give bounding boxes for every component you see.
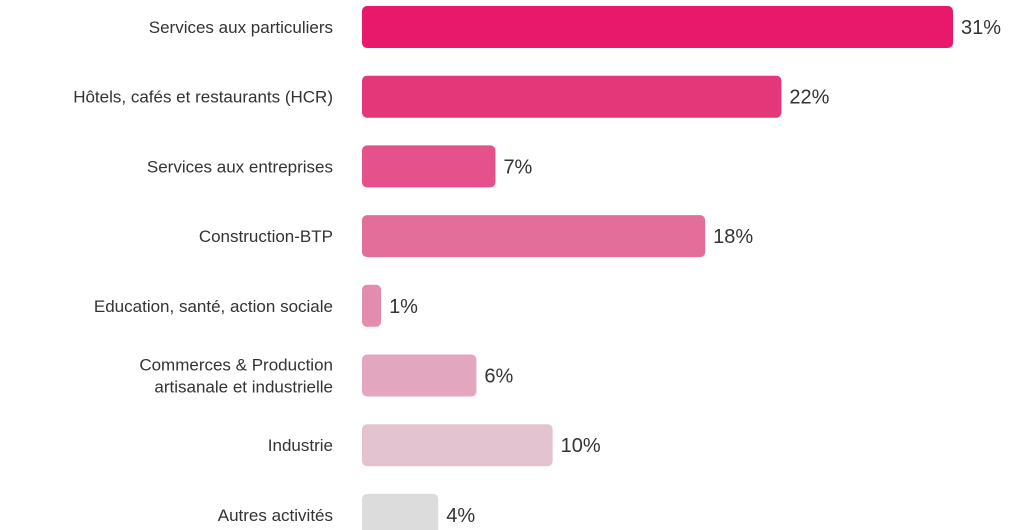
category-label-line: Industrie xyxy=(268,436,333,455)
category-label-line: Commerces & Production xyxy=(139,356,333,375)
value-label: 7% xyxy=(503,156,532,178)
bar xyxy=(362,354,477,397)
category-label: Autres activités xyxy=(218,506,333,525)
bar xyxy=(362,424,553,467)
bar-group-education-sante-action-sociale: Education, santé, action sociale 1% xyxy=(94,284,418,327)
bar xyxy=(362,145,496,188)
bar xyxy=(362,215,706,258)
value-label: 31% xyxy=(961,17,1001,39)
category-label-line: Autres activités xyxy=(218,506,333,525)
category-label-line: artisanale et industrielle xyxy=(154,378,333,397)
value-label: 10% xyxy=(561,435,601,457)
bar-group-commerces-production-artisanale-et-industrielle: Commerces & Production artisanale et indu… xyxy=(139,354,514,397)
category-label: Construction-BTP xyxy=(199,227,333,246)
bar-group-construction-btp: Construction-BTP 18% xyxy=(199,215,753,258)
category-label: Services aux entreprises xyxy=(147,157,333,176)
bar-group-services-aux-particuliers: Services aux particuliers 31% xyxy=(149,6,1001,48)
bar xyxy=(362,75,782,118)
category-label-line: Construction-BTP xyxy=(199,227,333,246)
bar xyxy=(362,284,382,327)
category-label: Services aux particuliers xyxy=(149,18,333,37)
bar-group-industrie: Industrie 10% xyxy=(268,424,601,467)
category-label: Commerces & Production artisanale et indu… xyxy=(139,356,333,397)
category-label: Industrie xyxy=(268,436,333,455)
bar-group-services-aux-entreprises: Services aux entreprises 7% xyxy=(147,145,533,188)
category-label-line: Services aux entreprises xyxy=(147,157,333,176)
category-label-line: Hôtels, cafés et restaurants (HCR) xyxy=(73,88,333,107)
category-label: Hôtels, cafés et restaurants (HCR) xyxy=(73,88,333,107)
value-label: 6% xyxy=(484,366,513,388)
value-label: 4% xyxy=(446,505,475,527)
category-label-line: Services aux particuliers xyxy=(149,18,333,37)
value-label: 22% xyxy=(789,87,829,109)
value-label: 1% xyxy=(389,296,418,318)
category-label-line: Education, santé, action sociale xyxy=(94,297,333,316)
category-label: Education, santé, action sociale xyxy=(94,297,333,316)
value-label: 18% xyxy=(713,226,753,248)
bar xyxy=(362,6,953,48)
bar xyxy=(362,493,439,530)
bar-group-autres-activites: Autres activités 4% xyxy=(218,493,475,530)
bar-group-hotels-cafes-et-restaurants-hcr: Hôtels, cafés et restaurants (HCR) 22% xyxy=(73,75,830,118)
